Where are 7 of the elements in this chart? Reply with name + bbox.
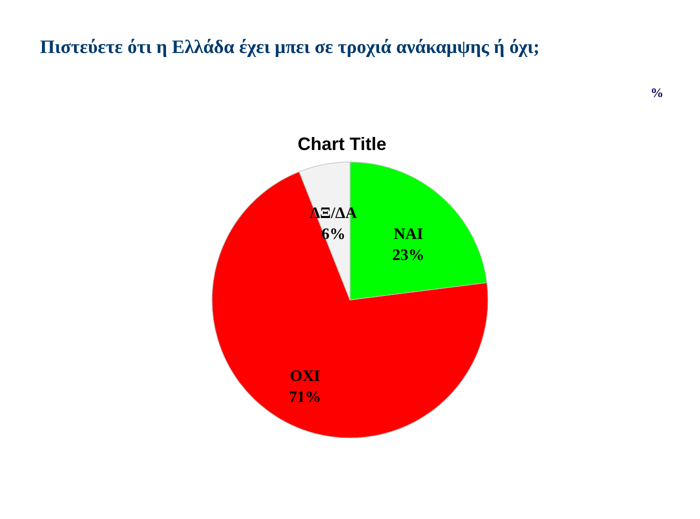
chart-subtitle: Chart Title	[298, 134, 386, 154]
data-label: 23%	[392, 246, 424, 264]
data-label: 71%	[289, 389, 322, 406]
text: %	[650, 85, 664, 100]
slice-label: ΟΧΙ	[290, 368, 320, 386]
chart-title: Πιστεύετε ότι η Ελλάδα έχει μπει σε τροχιά ανάκαμψης ή όχι;	[40, 37, 540, 58]
slice-label: ΝΑΙ	[394, 226, 424, 243]
